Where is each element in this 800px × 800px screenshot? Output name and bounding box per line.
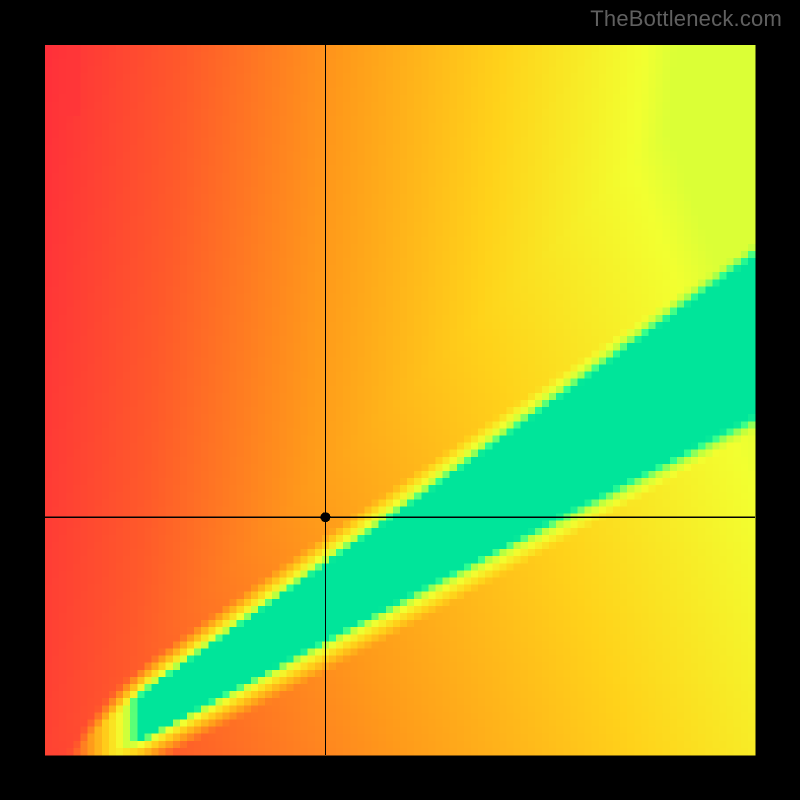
heatmap-cells (45, 45, 756, 756)
watermark-text: TheBottleneck.com (590, 6, 782, 32)
chart-container: TheBottleneck.com (0, 0, 800, 800)
crosshair-marker (320, 512, 330, 522)
heatmap-plot (0, 0, 800, 800)
